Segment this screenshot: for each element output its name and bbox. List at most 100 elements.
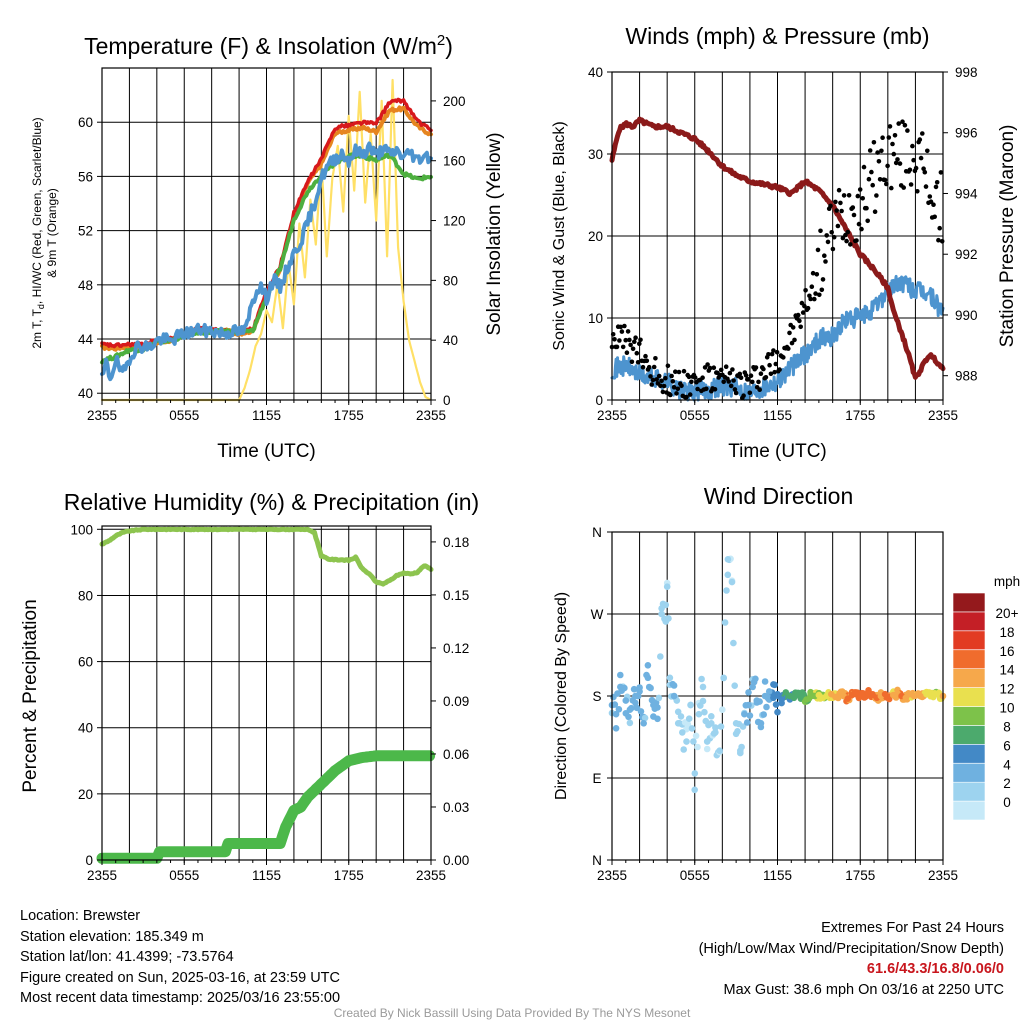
direction-point	[774, 708, 781, 716]
y2-tick-label: 0.18	[443, 535, 469, 550]
gust-point	[654, 377, 659, 382]
direction-point	[745, 689, 752, 696]
gust-point	[629, 359, 635, 365]
colorbar-swatch	[952, 611, 986, 632]
gust-point	[771, 348, 776, 353]
colorbar-label: 8	[1003, 719, 1011, 734]
y-tick-label: 30	[588, 147, 603, 162]
gust-point	[855, 193, 861, 199]
y2-tick-label: 0.06	[443, 747, 469, 762]
x-tick-label: 1155	[252, 408, 281, 423]
gust-point	[819, 287, 825, 293]
colorbar-label: 6	[1003, 738, 1011, 753]
gust-point	[897, 161, 903, 166]
direction-point	[724, 571, 732, 579]
direction-point	[650, 701, 657, 709]
direction-point	[763, 703, 770, 711]
direction-point	[617, 671, 624, 679]
gust-point	[822, 253, 827, 258]
gust-point	[869, 169, 874, 175]
gust-point	[686, 374, 692, 380]
colorbar-swatch	[952, 668, 986, 688]
gust-point	[743, 373, 749, 378]
direction-point	[753, 697, 761, 704]
direction-point	[712, 724, 719, 731]
gust-point	[768, 371, 774, 377]
gust-point	[676, 369, 682, 375]
gust-point	[865, 218, 870, 224]
station-location: Location: Brewster	[20, 908, 141, 924]
gust-point	[933, 184, 939, 190]
gust-point	[617, 338, 622, 343]
colorbar-swatch	[952, 762, 986, 783]
gust-point	[901, 185, 906, 190]
gust-point	[911, 157, 916, 163]
gust-point	[707, 365, 713, 371]
gust-point	[885, 163, 890, 169]
gust-point	[766, 352, 771, 357]
direction-point	[760, 711, 767, 718]
wind-y-axis-label: Sonic Wind & Gust (Blue, Black)	[551, 121, 568, 350]
y2-tick-label: 0.09	[443, 694, 469, 709]
direction-point	[739, 723, 747, 730]
gust-point	[632, 339, 637, 345]
gust-point	[927, 194, 933, 199]
x-tick-label: 2355	[928, 408, 958, 423]
direction-point	[630, 685, 638, 693]
gust-point	[727, 370, 733, 376]
colorbar-swatch	[952, 743, 986, 764]
direction-tick-label: E	[592, 771, 601, 786]
direction-point	[640, 720, 647, 727]
gust-point	[824, 233, 829, 238]
gust-point	[874, 193, 879, 198]
direction-point	[641, 714, 649, 722]
gust-point	[763, 375, 769, 380]
station-latlon: Station lat/lon: 41.4399; -73.5764	[20, 949, 234, 965]
direction-point	[724, 556, 732, 563]
gust-point	[687, 392, 693, 397]
gust-point	[891, 151, 897, 157]
insolation-y-axis-label: Solar Insolation (Yellow)	[484, 132, 505, 335]
direction-point	[663, 583, 671, 590]
gust-point	[644, 358, 650, 364]
y2-tick-label: 998	[955, 65, 978, 80]
direction-point	[666, 674, 674, 682]
colorbar-swatch	[952, 781, 986, 802]
gust-point	[737, 371, 743, 377]
direction-point	[654, 715, 661, 723]
extremes-box: Extremes For Past 24 Hours (High/Low/Max…	[699, 918, 1004, 1000]
gust-point	[812, 296, 817, 302]
colorbar-swatch	[952, 800, 986, 821]
gust-point	[673, 369, 678, 375]
direction-point	[687, 701, 694, 709]
colorbar-label: 14	[999, 663, 1015, 678]
colorbar-label: 16	[999, 644, 1014, 659]
direction-point	[662, 601, 670, 609]
y-tick-label: 48	[78, 278, 93, 293]
gust-point	[704, 386, 709, 392]
direction-point	[691, 770, 699, 777]
gust-point	[748, 373, 754, 379]
extremes-subheading: (High/Low/Max Wind/Precipitation/Snow De…	[698, 940, 1004, 957]
colorbar-label: 2	[1003, 776, 1011, 791]
direction-point	[698, 675, 705, 683]
direction-point	[703, 738, 711, 745]
direction-point	[632, 692, 639, 700]
direction-point	[688, 725, 696, 732]
direction-point	[665, 615, 672, 622]
y2-tick-label: 40	[443, 333, 458, 348]
gust-point	[718, 367, 724, 373]
y2-tick-label: 0.03	[443, 800, 469, 815]
gust-point	[797, 318, 802, 324]
figure-created: Figure created on Sun, 2025-03-16, at 23…	[20, 969, 340, 986]
direction-tick-label: W	[591, 607, 604, 622]
y2-tick-label: 160	[443, 154, 466, 169]
rh-chart-title: Relative Humidity (%) & Precipitation (i…	[64, 489, 479, 515]
direction-point	[626, 719, 634, 727]
gust-point	[671, 385, 677, 390]
colorbar-label: 0	[1003, 795, 1011, 810]
gust-point	[836, 187, 842, 193]
y2-tick-label: 0.15	[443, 588, 469, 603]
direction-point	[771, 681, 778, 689]
direction-point	[684, 721, 692, 728]
